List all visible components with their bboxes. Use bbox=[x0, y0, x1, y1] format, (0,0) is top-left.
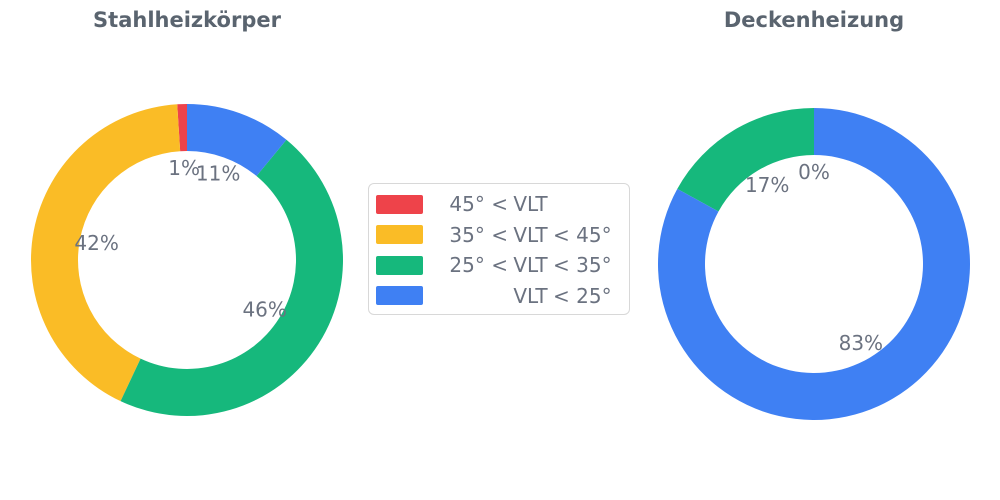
donut-chart-deckenheizung: 0% 17% 83% bbox=[649, 99, 979, 429]
legend-label-suffix: < 45° bbox=[553, 222, 612, 247]
slice-percent-label-blue: 83% bbox=[839, 331, 883, 355]
chart-title-stahlheizkoerper: Stahlheizkörper bbox=[93, 8, 281, 32]
legend-label-suffix bbox=[553, 194, 623, 214]
legend-label-mid: VLT bbox=[513, 192, 548, 217]
donut-slice-red bbox=[177, 104, 187, 152]
legend-label: 35° < VLT < 45° bbox=[441, 225, 623, 245]
legend-swatch-blue bbox=[376, 286, 423, 306]
legend-item-green: 25° < VLT < 35° bbox=[376, 250, 629, 281]
slice-percent-label-green: 46% bbox=[242, 297, 286, 321]
slice-percent-label-red: 1% bbox=[168, 156, 200, 180]
slice-percent-label-yellow: 42% bbox=[74, 231, 118, 255]
donut-slice-green bbox=[120, 139, 344, 416]
legend-label-mid: VLT bbox=[513, 253, 548, 278]
legend-label-suffix: < 25° bbox=[553, 283, 612, 308]
legend-swatch-yellow bbox=[376, 225, 423, 245]
legend-label: 25° < VLT < 35° bbox=[441, 255, 623, 275]
slice-percent-label-red: 0% bbox=[798, 160, 830, 184]
donut-slice-green bbox=[677, 108, 814, 212]
legend-label-prefix: 45° < bbox=[449, 192, 508, 217]
legend-label-mid: VLT bbox=[513, 283, 548, 308]
legend-item-red: 45° < VLT bbox=[376, 189, 629, 220]
legend-label-prefix bbox=[441, 286, 508, 306]
legend-label: 45° < VLT bbox=[441, 194, 623, 214]
donut-svg: 1% 42% 46% 11% bbox=[30, 104, 344, 416]
donut-slice-yellow bbox=[30, 104, 181, 402]
legend-label: VLT < 25° bbox=[441, 286, 623, 306]
chart-title-deckenheizung: Deckenheizung bbox=[723, 8, 905, 32]
legend-item-blue: VLT < 25° bbox=[376, 281, 629, 312]
legend-swatch-green bbox=[376, 255, 423, 275]
donut-chart-stahlheizkoerper: 1% 42% 46% 11% bbox=[22, 95, 352, 425]
legend: 45° < VLT 35° < VLT < 45° 25° < VLT < 35° VLT < 2… bbox=[368, 183, 630, 315]
donut-slice-blue bbox=[658, 108, 970, 420]
donut-svg: 0% 17% 83% bbox=[658, 108, 970, 420]
legend-label-prefix: 35° < bbox=[449, 222, 508, 247]
slice-percent-label-blue: 11% bbox=[196, 161, 240, 185]
legend-label-prefix: 25° < bbox=[449, 253, 508, 278]
donut-slice-blue bbox=[187, 104, 287, 177]
legend-swatch-red bbox=[376, 194, 423, 214]
legend-label-mid: VLT bbox=[513, 222, 548, 247]
slice-percent-label-green: 17% bbox=[745, 173, 789, 197]
legend-item-yellow: 35° < VLT < 45° bbox=[376, 220, 629, 251]
legend-label-suffix: < 35° bbox=[553, 253, 612, 278]
